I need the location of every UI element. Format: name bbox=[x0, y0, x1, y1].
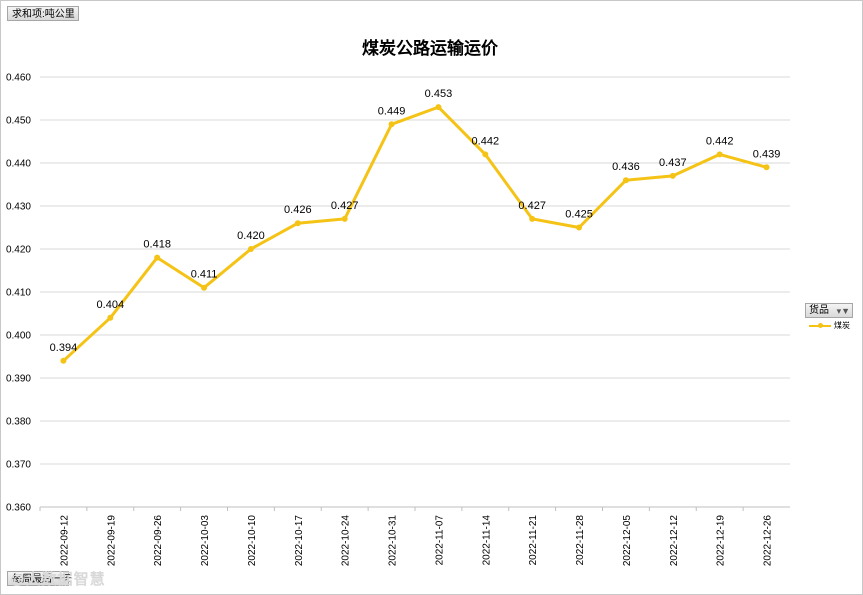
x-tick-label: 2022-12-05 bbox=[622, 515, 633, 567]
x-tick-label: 2022-11-07 bbox=[434, 515, 445, 566]
y-tick-label: 0.410 bbox=[6, 288, 31, 299]
y-tick-label: 0.440 bbox=[6, 159, 31, 170]
y-tick-label: 0.370 bbox=[6, 460, 31, 471]
data-label: 0.449 bbox=[378, 105, 406, 117]
x-tick-label: 2022-09-26 bbox=[153, 515, 164, 567]
x-tick-label: 2022-09-12 bbox=[59, 515, 70, 567]
data-label: 0.426 bbox=[284, 204, 312, 216]
data-label: 0.418 bbox=[143, 239, 171, 251]
y-tick-label: 0.360 bbox=[6, 503, 31, 514]
data-label: 0.404 bbox=[97, 299, 125, 311]
legend-filter-label: 货品 bbox=[809, 305, 829, 316]
legend-filter-button[interactable]: 货品 ▾▼ bbox=[805, 303, 853, 318]
chart-title: 煤炭公路运输运价 bbox=[362, 38, 499, 58]
legend-entry: 煤炭 bbox=[809, 320, 850, 331]
data-point[interactable] bbox=[247, 246, 254, 252]
data-point[interactable] bbox=[435, 104, 442, 111]
series-line bbox=[62, 105, 767, 362]
data-point[interactable] bbox=[294, 220, 301, 227]
x-tick-label: 2022-10-31 bbox=[388, 515, 399, 567]
data-label: 0.442 bbox=[706, 135, 734, 147]
data-point[interactable] bbox=[576, 224, 583, 231]
value-field-button[interactable]: 求和项:吨公里 bbox=[7, 6, 79, 21]
data-label: 0.439 bbox=[753, 148, 781, 160]
data-label: 0.394 bbox=[50, 342, 78, 354]
x-axis: 2022-09-12 2022-09-19 2022-09-26 2022-10-03… bbox=[39, 507, 774, 567]
data-label: 0.425 bbox=[565, 209, 593, 221]
gridlines bbox=[40, 76, 790, 508]
data-point[interactable] bbox=[482, 151, 489, 158]
y-tick-label: 0.390 bbox=[6, 374, 31, 385]
data-label: 0.427 bbox=[331, 200, 359, 212]
y-tick-label: 0.460 bbox=[6, 73, 31, 84]
data-point[interactable] bbox=[201, 284, 208, 291]
x-tick-label: 2022-12-26 bbox=[763, 515, 774, 567]
x-tick-label: 2022-10-24 bbox=[341, 515, 352, 567]
data-point[interactable] bbox=[716, 151, 723, 158]
x-tick-label: 2022-11-21 bbox=[528, 515, 539, 566]
x-tick-label: 2022-12-12 bbox=[669, 515, 680, 567]
data-label: 0.427 bbox=[518, 200, 546, 212]
x-tick-label: 2022-10-03 bbox=[200, 515, 211, 567]
data-point[interactable] bbox=[388, 121, 395, 128]
x-tick-label: 2022-11-14 bbox=[481, 515, 492, 566]
data-point[interactable] bbox=[60, 357, 67, 364]
x-tick-label: 2022-10-10 bbox=[247, 515, 258, 567]
data-label: 0.453 bbox=[425, 88, 453, 100]
y-tick-label: 0.420 bbox=[6, 245, 31, 256]
data-label: 0.420 bbox=[237, 230, 265, 242]
data-label: 0.442 bbox=[472, 135, 500, 147]
y-axis: 0.360 0.370 0.380 0.390 0.400 0.410 0.420 0.430… bbox=[6, 73, 31, 514]
data-label: 0.411 bbox=[191, 269, 218, 281]
watermark: @大数据智慧 bbox=[10, 571, 106, 588]
data-label: 0.436 bbox=[612, 161, 640, 173]
x-tick-label: 2022-10-17 bbox=[294, 515, 305, 567]
data-point[interactable] bbox=[529, 215, 536, 222]
y-tick-label: 0.450 bbox=[6, 116, 31, 127]
row-field-button[interactable]: 每周最后一天 bbox=[7, 571, 72, 586]
data-point[interactable] bbox=[107, 314, 114, 321]
data-point[interactable] bbox=[763, 164, 770, 171]
x-tick-label: 2022-11-28 bbox=[575, 515, 586, 566]
y-tick-label: 0.430 bbox=[6, 202, 31, 213]
series-layer bbox=[60, 104, 770, 364]
y-tick-label: 0.380 bbox=[6, 417, 31, 428]
legend-swatch bbox=[809, 322, 831, 328]
data-labels: 0.394 0.404 0.418 0.411 0.420 0.426 0.427 0.449… bbox=[50, 88, 781, 354]
y-tick-label: 0.400 bbox=[6, 331, 31, 342]
data-point[interactable] bbox=[154, 254, 161, 261]
x-tick-label: 2022-12-19 bbox=[716, 515, 727, 567]
filter-icon[interactable]: ▾▼ bbox=[836, 306, 850, 316]
legend-series-name: 煤炭 bbox=[834, 321, 850, 330]
data-point[interactable] bbox=[622, 177, 629, 184]
data-point[interactable] bbox=[341, 215, 348, 222]
data-point[interactable] bbox=[669, 172, 676, 179]
x-tick-label: 2022-09-19 bbox=[106, 515, 117, 567]
data-label: 0.437 bbox=[659, 157, 687, 169]
